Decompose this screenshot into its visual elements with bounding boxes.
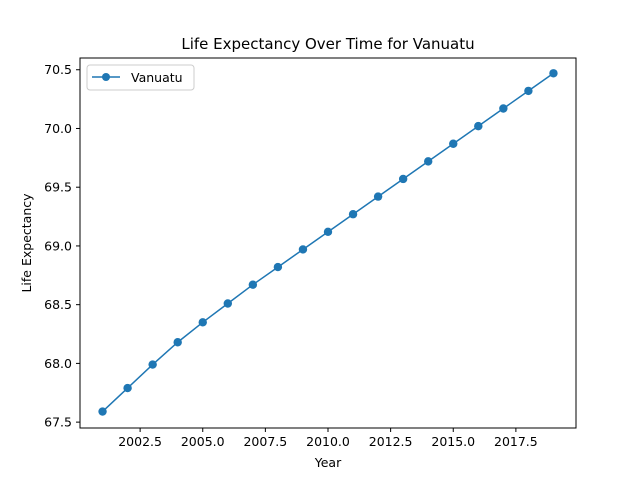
chart-title: Life Expectancy Over Time for Vanuatu bbox=[181, 35, 474, 53]
y-tick-label: 69.0 bbox=[44, 238, 72, 253]
data-point bbox=[449, 139, 458, 148]
x-tick-label: 2012.5 bbox=[369, 434, 413, 449]
data-point bbox=[223, 299, 232, 308]
data-point bbox=[273, 262, 283, 272]
legend-label-vanuatu: Vanuatu bbox=[131, 70, 183, 85]
plot-area: 2002.5 2005.0 2007.5 2010.0 2012.5 2015.0 2017… bbox=[44, 57, 577, 449]
data-point bbox=[398, 174, 408, 184]
data-point bbox=[148, 360, 157, 369]
y-axis-label: Life Expectancy bbox=[19, 193, 34, 293]
y-tick-label: 67.5 bbox=[44, 415, 72, 430]
data-point bbox=[248, 280, 258, 289]
y-tick-label: 70.5 bbox=[44, 62, 72, 77]
data-point bbox=[98, 407, 107, 416]
series-line-vanuatu bbox=[102, 72, 554, 413]
legend-box bbox=[86, 64, 195, 91]
data-point bbox=[198, 318, 207, 327]
data-point bbox=[123, 383, 132, 393]
plot-frame bbox=[79, 57, 577, 429]
x-tick-label: 2017.5 bbox=[494, 434, 538, 449]
data-point bbox=[298, 245, 308, 254]
x-tick-label: 2002.5 bbox=[118, 434, 162, 449]
data-point bbox=[323, 227, 333, 237]
data-point bbox=[424, 157, 433, 166]
legend-marker bbox=[102, 73, 110, 81]
y-tick-label: 69.5 bbox=[44, 180, 72, 195]
data-point bbox=[524, 86, 533, 96]
data-point bbox=[173, 338, 182, 347]
x-tick-label: 2005.0 bbox=[181, 434, 225, 449]
data-point bbox=[474, 121, 483, 131]
legend: Vanuatu bbox=[86, 64, 195, 91]
y-axis-ticks: 67.5 68.0 68.5 69.0 69.5 70.0 70.5 bbox=[44, 62, 80, 430]
x-tick-label: 2007.5 bbox=[243, 434, 287, 449]
y-tick-label: 68.0 bbox=[44, 356, 72, 371]
data-point bbox=[499, 104, 508, 113]
data-point bbox=[549, 69, 558, 78]
data-point bbox=[373, 192, 383, 201]
x-tick-label: 2015.0 bbox=[431, 434, 475, 449]
y-tick-label: 68.5 bbox=[44, 297, 72, 312]
x-axis-ticks: 2002.5 2005.0 2007.5 2010.0 2012.5 2015.0 2017… bbox=[118, 428, 538, 449]
data-point bbox=[348, 210, 358, 219]
x-axis-label: Year bbox=[314, 455, 342, 470]
x-tick-label: 2010.0 bbox=[306, 434, 350, 449]
series-layer bbox=[98, 69, 558, 416]
y-tick-label: 70.0 bbox=[44, 121, 72, 136]
